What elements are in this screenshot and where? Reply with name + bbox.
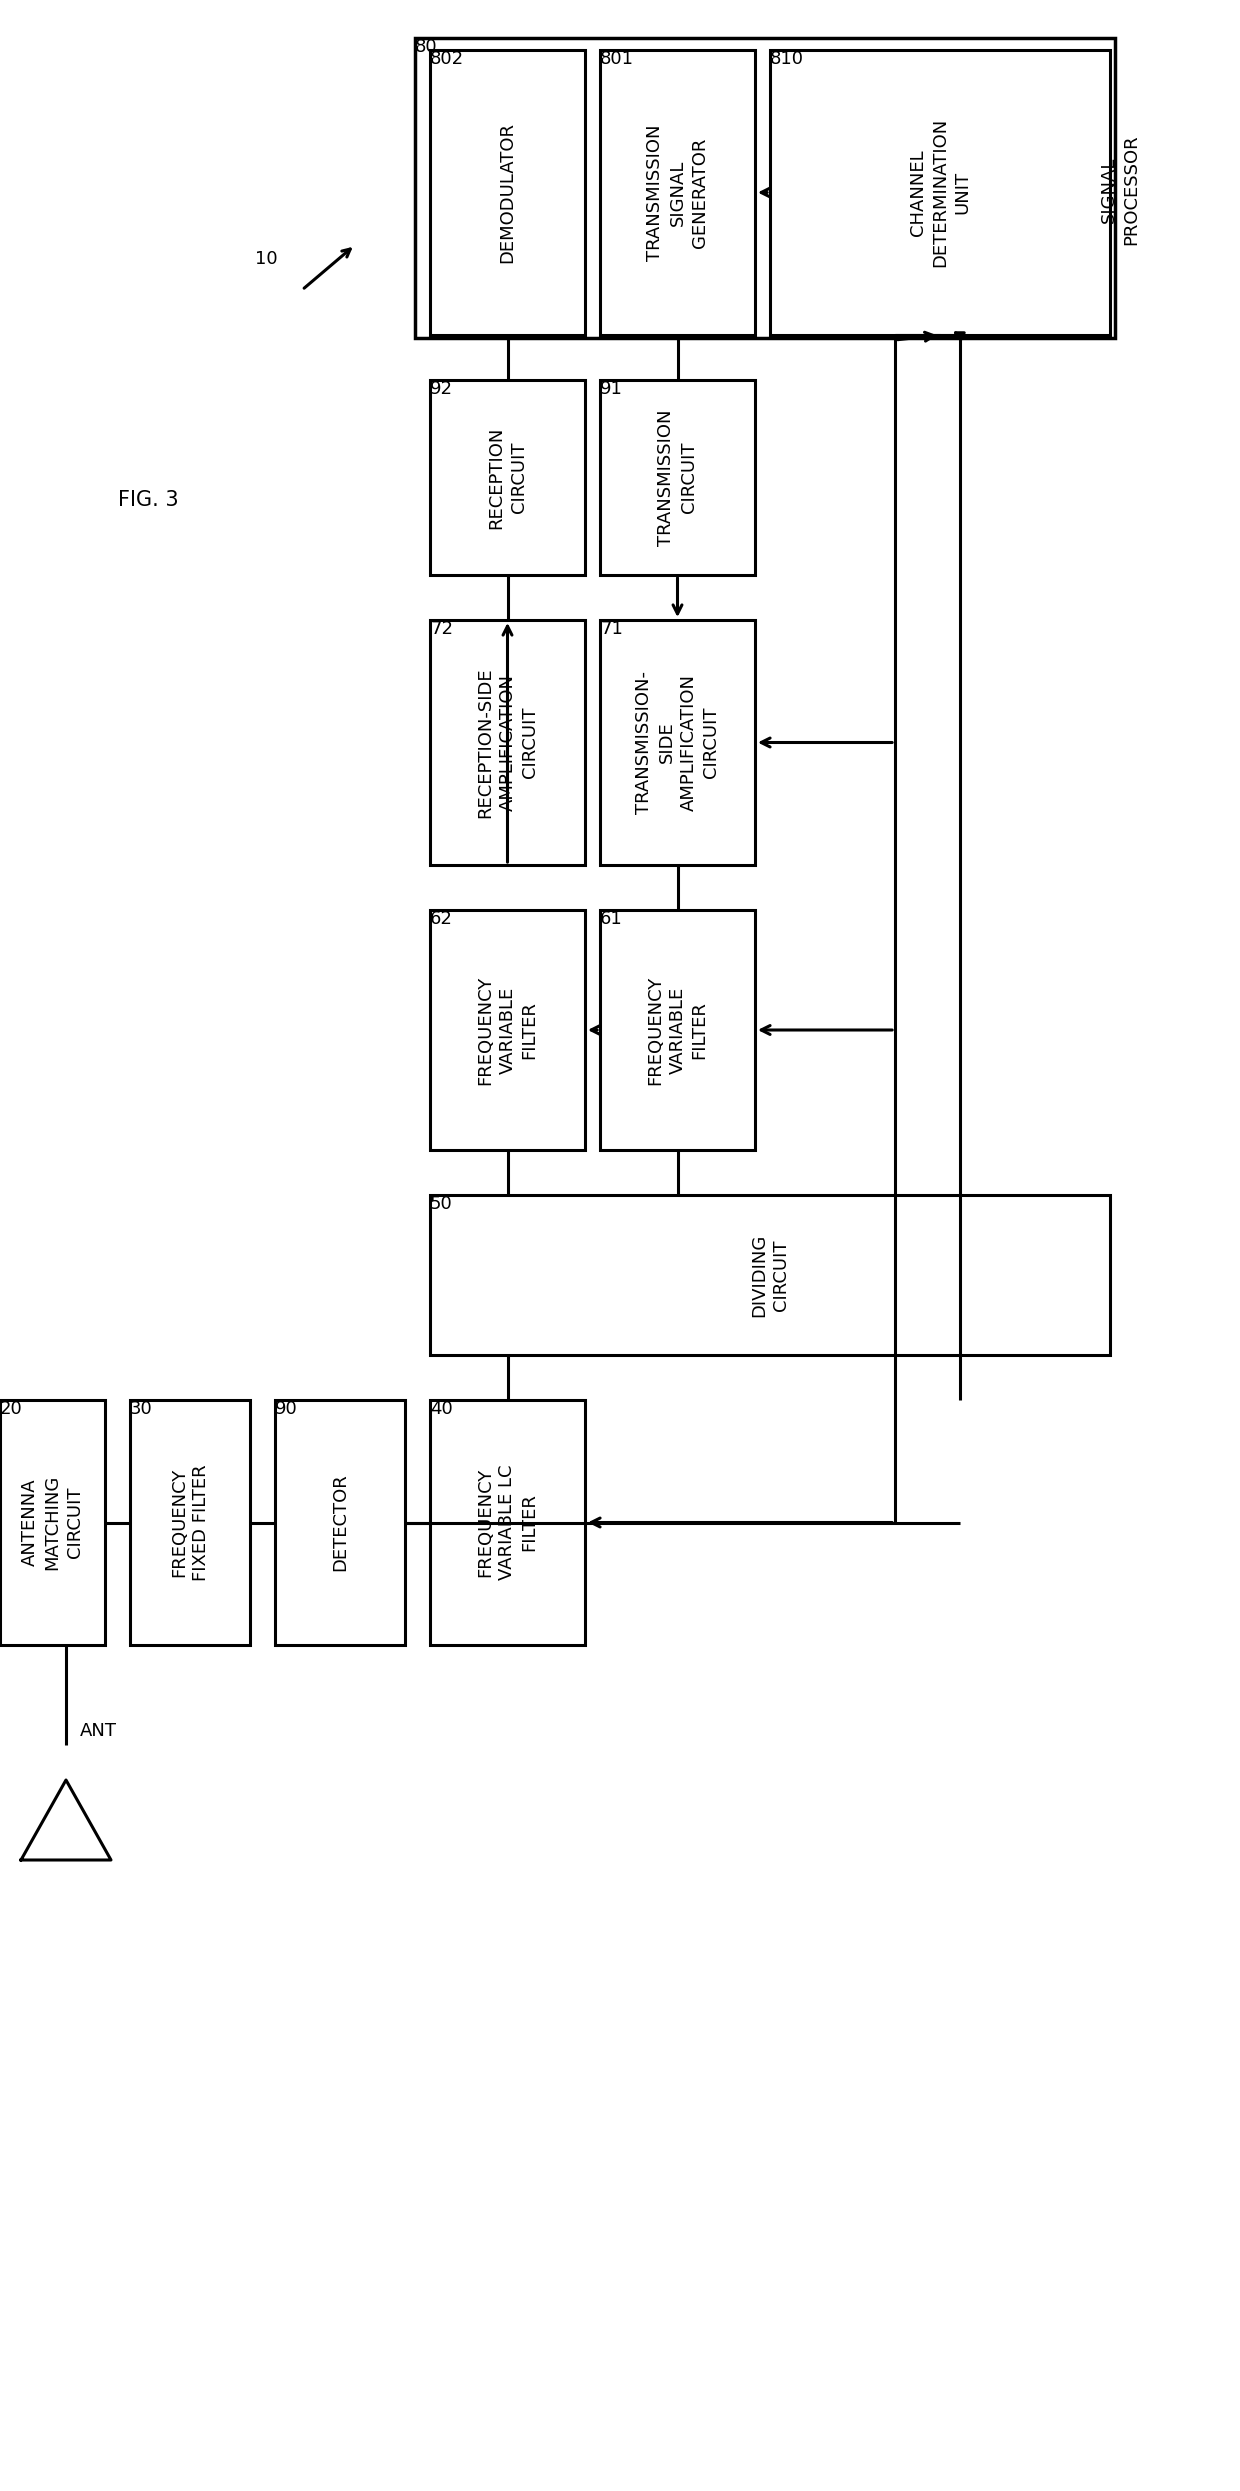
- Text: ANTENNA
MATCHING
CIRCUIT: ANTENNA MATCHING CIRCUIT: [21, 1475, 84, 1569]
- Bar: [415, 37, 1115, 339]
- Text: 90: 90: [275, 1400, 298, 1417]
- Bar: [430, 620, 585, 864]
- Text: RECEPTION
CIRCUIT: RECEPTION CIRCUIT: [487, 426, 527, 528]
- Text: TRANSMISSION-
SIDE
AMPLIFICATION
CIRCUIT: TRANSMISSION- SIDE AMPLIFICATION CIRCUIT: [635, 670, 719, 815]
- Text: TRANSMISSION
CIRCUIT: TRANSMISSION CIRCUIT: [657, 409, 698, 546]
- Text: DETECTOR: DETECTOR: [331, 1475, 348, 1572]
- Text: 91: 91: [600, 381, 622, 399]
- Bar: [430, 1196, 1110, 1355]
- Text: 30: 30: [130, 1400, 153, 1417]
- Bar: [600, 50, 755, 334]
- Bar: [600, 909, 755, 1151]
- Text: 20: 20: [0, 1400, 22, 1417]
- Text: FREQUENCY
VARIABLE
FILTER: FREQUENCY VARIABLE FILTER: [476, 976, 538, 1084]
- Bar: [430, 909, 585, 1151]
- Text: 61: 61: [600, 909, 622, 929]
- Text: FREQUENCY
VARIABLE
FILTER: FREQUENCY VARIABLE FILTER: [646, 976, 709, 1084]
- Text: 802: 802: [430, 50, 464, 67]
- Text: 50: 50: [430, 1196, 453, 1213]
- Text: 40: 40: [430, 1400, 453, 1417]
- Text: 810: 810: [770, 50, 804, 67]
- Text: FIG. 3: FIG. 3: [118, 491, 179, 511]
- Bar: [430, 50, 585, 334]
- Bar: [430, 1400, 585, 1644]
- Bar: [770, 50, 1110, 334]
- Bar: [275, 1400, 405, 1644]
- Text: DIVIDING
CIRCUIT: DIVIDING CIRCUIT: [750, 1233, 790, 1318]
- Text: FREQUENCY
FIXED FILTER: FREQUENCY FIXED FILTER: [170, 1465, 210, 1582]
- Text: RECEPTION-SIDE
AMPLIFICATION
CIRCUIT: RECEPTION-SIDE AMPLIFICATION CIRCUIT: [476, 668, 538, 817]
- Text: TRANSMISSION
SIGNAL
GENERATOR: TRANSMISSION SIGNAL GENERATOR: [646, 125, 709, 262]
- Text: 71: 71: [600, 620, 622, 638]
- Bar: [0, 1400, 105, 1644]
- Text: ANT: ANT: [81, 1721, 117, 1741]
- Bar: [600, 381, 755, 575]
- Bar: [600, 620, 755, 864]
- Bar: [130, 1400, 250, 1644]
- Text: 801: 801: [600, 50, 634, 67]
- Text: 80: 80: [415, 37, 438, 55]
- Text: 72: 72: [430, 620, 453, 638]
- Text: CHANNEL
DETERMINATION
UNIT: CHANNEL DETERMINATION UNIT: [909, 117, 971, 267]
- Text: SIGNAL
PROCESSOR: SIGNAL PROCESSOR: [1100, 135, 1140, 244]
- Text: 62: 62: [430, 909, 453, 929]
- Polygon shape: [21, 1781, 112, 1861]
- Text: 92: 92: [430, 381, 453, 399]
- Text: DEMODULATOR: DEMODULATOR: [498, 122, 517, 264]
- Text: FREQUENCY
VARIABLE LC
FILTER: FREQUENCY VARIABLE LC FILTER: [476, 1465, 538, 1579]
- Text: 10: 10: [255, 249, 278, 269]
- Bar: [430, 381, 585, 575]
